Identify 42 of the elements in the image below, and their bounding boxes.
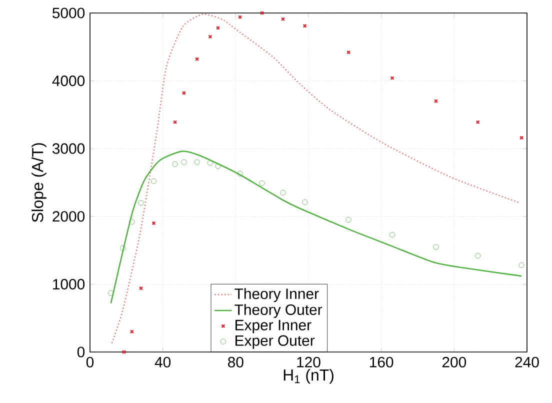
legend-label: Theory Inner — [234, 288, 319, 302]
point — [194, 159, 200, 165]
point — [389, 232, 396, 238]
point — [129, 219, 135, 225]
y-tick-label: 4000 — [52, 76, 85, 86]
point — [120, 245, 126, 252]
point — [259, 180, 265, 186]
y-tick-label: 1000 — [53, 278, 85, 290]
point — [390, 76, 394, 80]
x-tick-label: 240 — [515, 356, 539, 368]
point — [346, 217, 352, 223]
x-tick-label: 160 — [370, 356, 394, 368]
x-tick-label: 80 — [228, 356, 244, 368]
point — [433, 244, 439, 250]
point — [518, 262, 524, 268]
legend-label: Theory Outer — [234, 304, 322, 318]
point — [215, 163, 221, 170]
x-tick-label: 40 — [154, 356, 171, 368]
x-tick-label: 200 — [442, 356, 466, 368]
x-tick-label: 0 — [86, 356, 94, 368]
point — [520, 136, 524, 140]
point — [475, 252, 481, 259]
legend-label: Exper Outer — [236, 335, 315, 349]
point — [302, 199, 308, 205]
point — [150, 178, 157, 184]
line-series — [110, 150, 522, 304]
y-tick-label: 5000 — [52, 8, 85, 18]
point — [138, 200, 144, 206]
point — [138, 286, 143, 290]
y-tick-label: 0 — [77, 346, 85, 358]
legend-label: Exper Inner — [236, 320, 312, 334]
point — [237, 170, 243, 176]
point — [172, 161, 178, 167]
y-tick-label: 2000 — [52, 211, 85, 222]
point — [207, 160, 213, 166]
point — [280, 190, 286, 196]
x-axis-title: H$_{1}$ (nT) — [284, 368, 334, 384]
point — [181, 159, 187, 165]
y-axis-title: Slope (A/T) — [32, 143, 46, 222]
point — [108, 290, 114, 296]
x-tick-label: 120 — [297, 356, 320, 368]
y-tick-label: 3000 — [52, 143, 85, 154]
